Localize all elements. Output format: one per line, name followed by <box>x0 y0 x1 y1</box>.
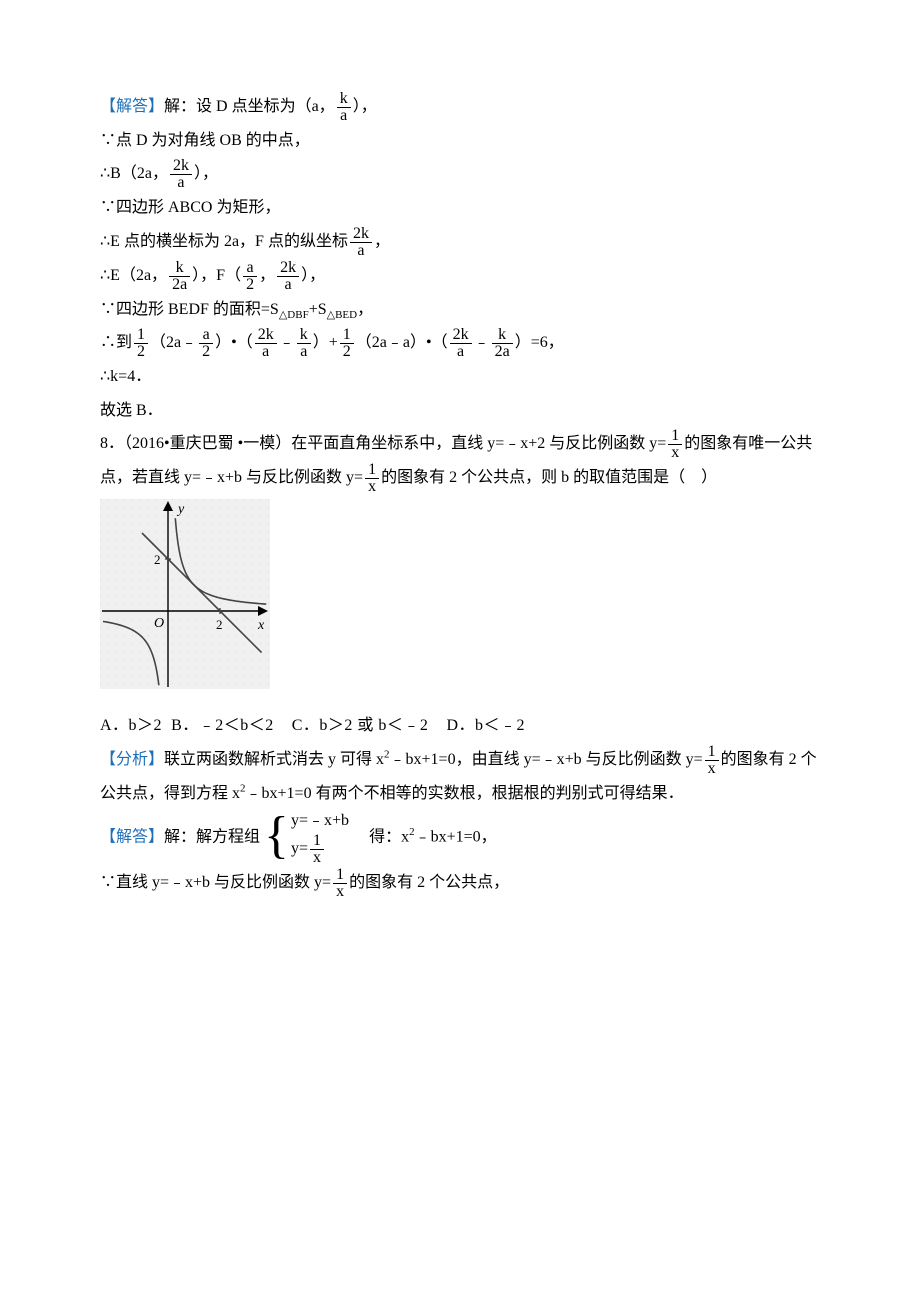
fraction: 1x <box>668 428 682 461</box>
fraction: 2ka <box>170 158 192 191</box>
svg-text:O: O <box>154 616 164 631</box>
solution-7-line-1: 【解答】解：设 D 点坐标为（a，ka）， <box>100 90 820 124</box>
svg-text:x: x <box>257 618 265 633</box>
fraction: 12 <box>340 327 354 360</box>
fraction: 2ka <box>277 260 299 293</box>
choice-c: C．b＞2 或 b＜﹣2 <box>292 717 429 734</box>
answer-tag: 【解答】 <box>100 98 164 115</box>
choice-b: B．﹣2＜b＜2 <box>171 717 274 734</box>
fraction: 1x <box>333 867 347 900</box>
solution-8-line-2: ∵直线 y=﹣x+b 与反比例函数 y=1x的图象有 2 个公共点， <box>100 866 820 900</box>
document-page: 【解答】解：设 D 点坐标为（a，ka）， ∵点 D 为对角线 OB 的中点， … <box>0 0 920 1302</box>
fraction: ka <box>297 327 311 360</box>
question-8-graph: y x O 2 2 <box>100 499 820 702</box>
equation-system: {y=﹣x+by=1x <box>264 810 349 865</box>
fraction: a2 <box>243 260 257 293</box>
fraction: 12 <box>134 327 148 360</box>
solution-7-line-2: ∵点 D 为对角线 OB 的中点， <box>100 124 820 158</box>
fraction: a2 <box>199 327 213 360</box>
fraction: 1x <box>365 462 379 495</box>
svg-text:2: 2 <box>154 552 161 567</box>
choice-a: A．b＞2 <box>100 717 162 734</box>
solution-8-line-1: 【解答】解：解方程组{y=﹣x+by=1x 得：x2﹣bx+1=0， <box>100 810 820 865</box>
svg-text:2: 2 <box>216 617 223 632</box>
svg-text:y: y <box>176 502 185 517</box>
solution-7-line-8: ∴到12（2a﹣a2）•（2ka﹣ka）+12（2a﹣a）•（2ka﹣k2a）=… <box>100 326 820 360</box>
analysis-8: 【分析】联立两函数解析式消去 y 可得 x2﹣bx+1=0，由直线 y=﹣x+b… <box>100 743 820 810</box>
fraction: 2ka <box>450 327 472 360</box>
solution-7-line-3: ∴B（2a，2ka）， <box>100 157 820 191</box>
answer-tag: 【解答】 <box>100 829 164 846</box>
fraction: k2a <box>169 260 190 293</box>
solution-7-line-4: ∵四边形 ABCO 为矩形， <box>100 191 820 225</box>
solution-7-line-6: ∴E（2a，k2a），F（a2，2ka）， <box>100 259 820 293</box>
fraction: ka <box>337 91 351 124</box>
fraction: 2ka <box>350 226 372 259</box>
analysis-tag: 【分析】 <box>100 751 164 768</box>
fraction: 1x <box>705 744 719 777</box>
solution-7-line-9: ∴k=4． <box>100 360 820 394</box>
fraction: k2a <box>492 327 513 360</box>
solution-7-line-10: 故选 B． <box>100 394 820 428</box>
fraction: 2ka <box>255 327 277 360</box>
solution-7-line-5: ∴E 点的横坐标为 2a，F 点的纵坐标2ka， <box>100 225 820 259</box>
fraction: 1x <box>310 833 324 866</box>
choice-d: D．b＜﹣2 <box>446 717 525 734</box>
question-8-text: 8．（2016•重庆巴蜀 •一模）在平面直角坐标系中，直线 y=﹣x+2 与反比… <box>100 427 820 495</box>
question-8-choices: A．b＞2 B．﹣2＜b＜2 C．b＞2 或 b＜﹣2 D．b＜﹣2 <box>100 709 820 743</box>
solution-7-line-7: ∵四边形 BEDF 的面积=S△DBF+S△BED， <box>100 293 820 327</box>
